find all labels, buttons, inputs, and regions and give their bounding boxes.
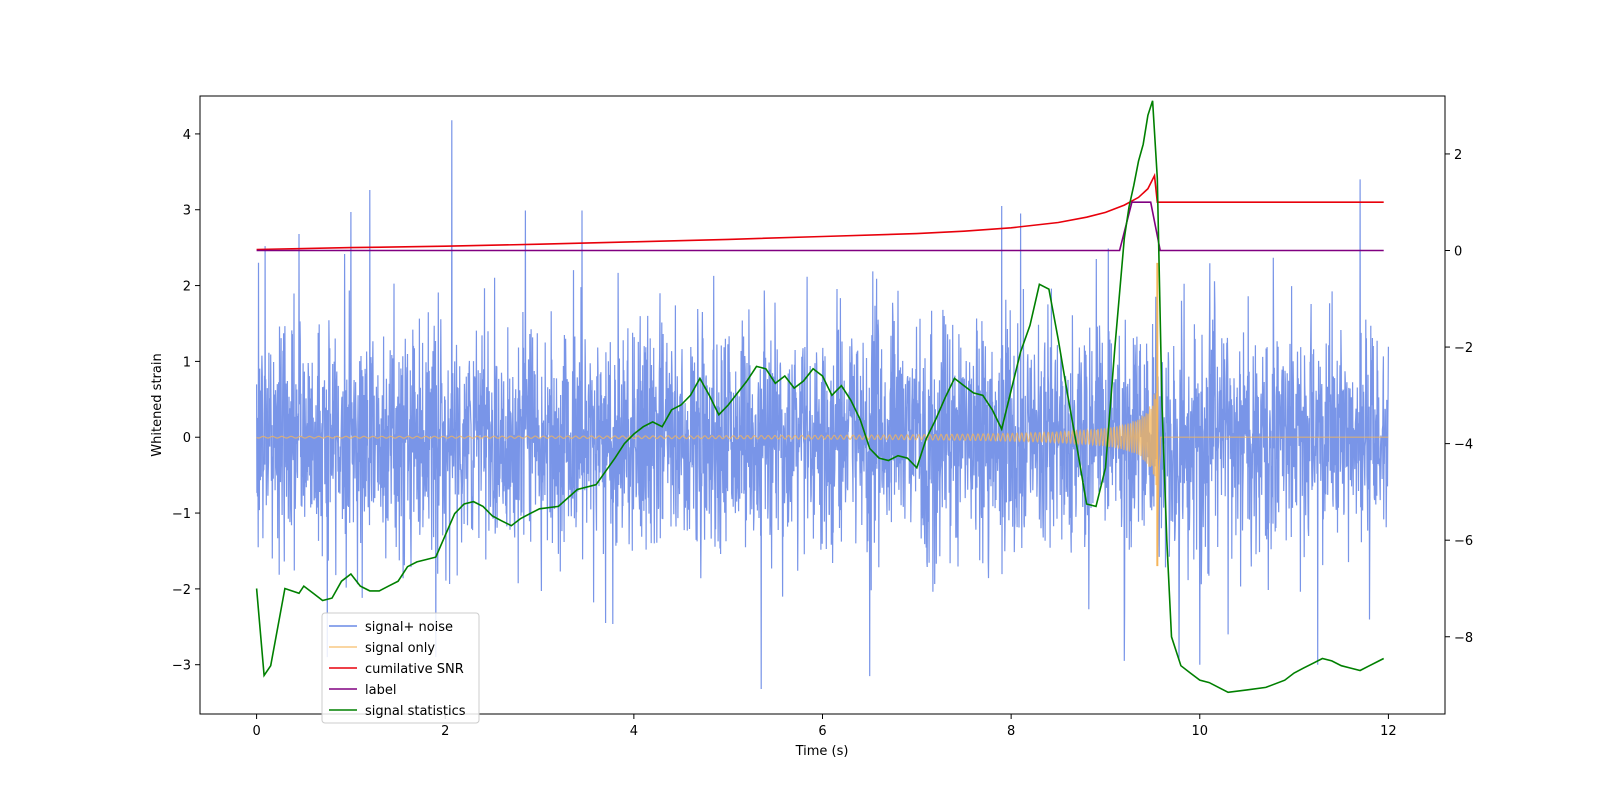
legend-item-label: label — [329, 683, 396, 698]
series-cumilative-snr — [256, 172, 1384, 251]
x-tick-label: 0 — [252, 724, 260, 739]
y-tick-label: 1 — [183, 355, 191, 370]
y-tick-label: 4 — [183, 128, 191, 143]
series-signal-statistics — [255, 100, 1385, 694]
legend-item-signal-statistics: signal statistics — [329, 704, 466, 719]
legend-item-cumilative-snr: cumilative SNR — [329, 662, 464, 677]
y2-tick-label: −2 — [1454, 341, 1473, 356]
y-tick-label: 0 — [183, 431, 191, 446]
legend-label: signal+ noise — [365, 620, 453, 635]
x-tick-label: 12 — [1380, 724, 1397, 739]
x-tick-label: 4 — [630, 724, 638, 739]
legend-label: label — [365, 683, 396, 698]
y-tick-label: 3 — [183, 204, 191, 219]
legend-item-signal-noise: signal+ noise — [329, 620, 453, 635]
x-axis-label: Time (s) — [795, 744, 849, 759]
legend-label: signal statistics — [365, 704, 466, 719]
y-axis-label: Whitened strain — [150, 353, 165, 456]
y-tick-label: −3 — [172, 659, 191, 674]
x-tick-label: 2 — [441, 724, 449, 739]
y-tick-label: −1 — [172, 507, 191, 522]
y2-tick-label: −4 — [1454, 438, 1473, 453]
legend-box — [321, 612, 480, 724]
series-label — [256, 201, 1384, 252]
legend-label: cumilative SNR — [365, 662, 464, 677]
y-tick-label: 2 — [183, 280, 191, 295]
y2-tick-label: 2 — [1454, 148, 1462, 163]
y2-tick-label: 0 — [1454, 245, 1462, 260]
x-tick-label: 6 — [818, 724, 826, 739]
series-signal-only — [256, 393, 1389, 547]
legend: signal+ noise signal only cumilative SNR la… — [321, 612, 480, 724]
plot-area — [255, 100, 1389, 694]
y2-axis-right: −8 −6 −4 −2 0 2 — [1445, 148, 1473, 646]
x-tick-label: 8 — [1007, 724, 1015, 739]
legend-item-signal-only: signal only — [329, 641, 435, 656]
y2-tick-label: −6 — [1454, 534, 1473, 549]
legend-label: signal only — [365, 641, 435, 656]
y2-tick-label: −8 — [1454, 631, 1473, 646]
y-tick-label: −2 — [172, 583, 191, 598]
y-axis: −3 −2 −1 0 1 2 3 4 — [172, 128, 200, 674]
series-signal-noise — [256, 120, 1389, 690]
x-tick-label: 10 — [1191, 724, 1208, 739]
